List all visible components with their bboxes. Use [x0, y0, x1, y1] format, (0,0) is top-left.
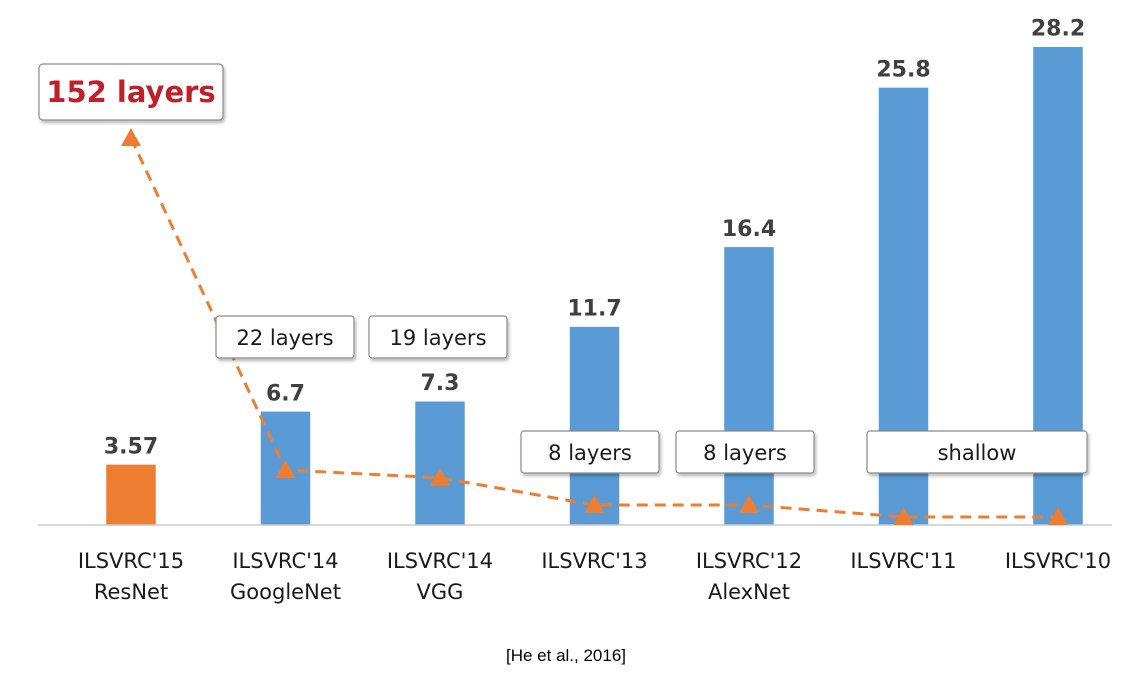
bar	[723, 246, 775, 526]
layer-label-text: 8 layers	[703, 441, 787, 465]
x-tick-label: ILSVRC'14	[387, 549, 493, 573]
x-tick-label: ResNet	[94, 580, 168, 604]
layer-count-labels: 152 layers 22 layers 19 layers 8 layers 8 la…	[38, 63, 1088, 474]
layer-label: 8 layers	[675, 430, 815, 474]
bar-value-label: 16.4	[722, 217, 776, 242]
layer-label: shallow	[866, 430, 1088, 474]
bar-value-label: 3.57	[104, 434, 158, 459]
bar	[569, 326, 620, 526]
layer-label: 8 layers	[520, 430, 660, 474]
bar	[105, 464, 157, 526]
bar-value-label: 25.8	[876, 57, 930, 82]
citation: [He et al., 2016]	[505, 646, 627, 665]
layer-label-text: shallow	[938, 441, 1017, 465]
layer-label-text: 8 layers	[548, 441, 632, 465]
x-tick-labels: ILSVRC'15 ResNet ILSVRC'14 GoogleNet ILSVRC'…	[78, 549, 1111, 604]
x-tick-label: ILSVRC'12	[696, 549, 802, 573]
layer-label-box	[368, 315, 508, 359]
layer-label-box	[38, 63, 224, 121]
highlight-layer-label: 152 layers	[38, 63, 224, 121]
bar-value-label: 7.3	[421, 371, 460, 396]
depth-marker	[893, 507, 914, 525]
x-tick-label: AlexNet	[708, 580, 790, 604]
depth-marker	[430, 467, 450, 486]
layer-label-text: 152 layers	[46, 75, 215, 109]
depth-marker	[1048, 507, 1068, 525]
bar	[414, 400, 466, 526]
layer-label-box	[866, 430, 1088, 474]
layer-label-box	[675, 430, 815, 474]
layer-label: 19 layers	[368, 315, 508, 359]
layer-label-box	[215, 315, 355, 359]
x-tick-label: ILSVRC'13	[541, 549, 647, 573]
x-tick-label: GoogleNet	[230, 580, 341, 604]
layer-label-text: 22 layers	[236, 326, 333, 350]
x-tick-label: ILSVRC'15	[78, 549, 184, 573]
bar-value-label: 28.2	[1031, 17, 1085, 42]
layer-label-box	[520, 430, 660, 474]
depth-marker	[584, 495, 605, 513]
depth-marker	[739, 495, 759, 513]
bar-value-label: 11.7	[567, 297, 621, 322]
bar-value-labels: 3.57 6.7 7.3 11.7 16.4 25.8 28.2	[104, 17, 1085, 460]
depth-marker	[275, 460, 296, 478]
x-tick-label: ILSVRC'11	[850, 549, 956, 573]
x-tick-label: ILSVRC'14	[232, 549, 338, 573]
x-tick-label: ILSVRC'10	[1005, 549, 1111, 573]
layer-label-text: 19 layers	[389, 326, 486, 350]
depth-marker	[121, 128, 141, 146]
x-tick-label: VGG	[417, 580, 464, 604]
bar-value-label: 6.7	[266, 381, 305, 406]
layer-depth-series	[121, 128, 1068, 525]
layer-label: 22 layers	[215, 315, 355, 359]
